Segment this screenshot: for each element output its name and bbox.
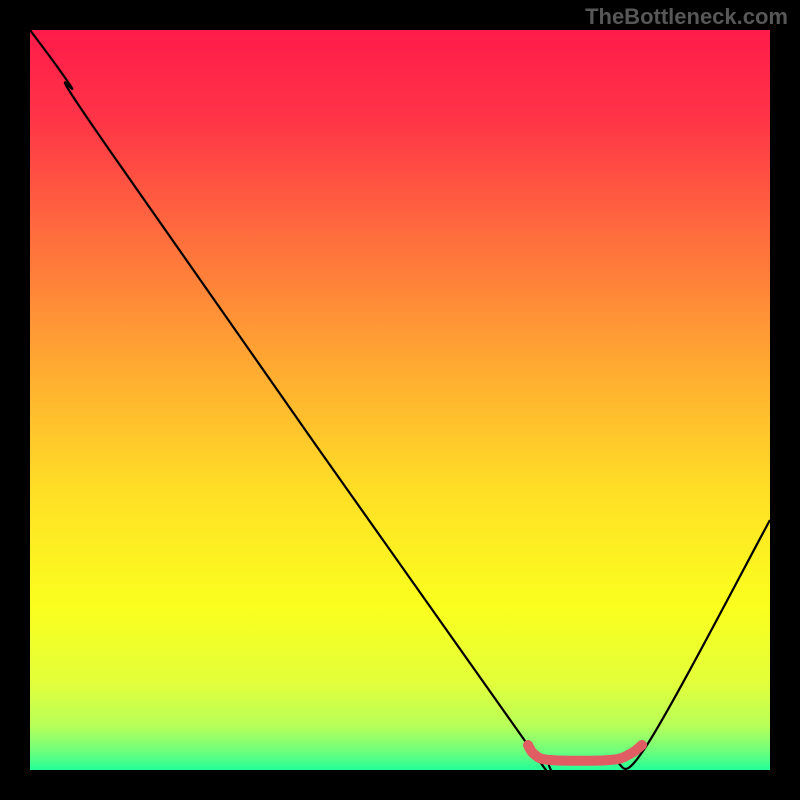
chart-plot-area xyxy=(30,30,770,770)
chart-background xyxy=(30,30,770,770)
attribution-text: TheBottleneck.com xyxy=(585,4,788,30)
chart-svg xyxy=(30,30,770,770)
